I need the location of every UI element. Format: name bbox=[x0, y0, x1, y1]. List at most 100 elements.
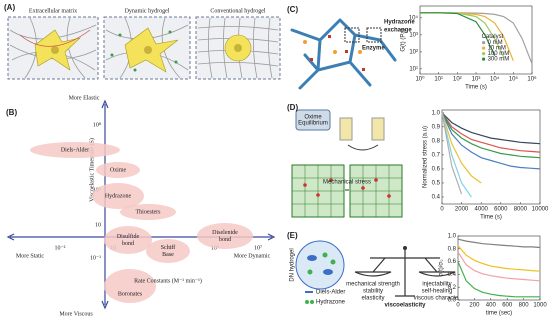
label: (C) bbox=[287, 5, 298, 14]
x-tick-label: 10³ bbox=[472, 77, 481, 83]
bond-label: Base bbox=[162, 252, 174, 258]
data-line bbox=[457, 238, 541, 249]
axis-label: Viscoelastic Timescale (S) bbox=[88, 138, 95, 202]
label: (E) bbox=[287, 231, 298, 240]
legend-swatch bbox=[482, 41, 486, 45]
annotation: mechanical strength bbox=[346, 282, 400, 288]
y-tick-label: 1.0 bbox=[432, 110, 441, 116]
annotation: Hydrazone bbox=[384, 20, 415, 26]
annotation: elasticity bbox=[361, 296, 384, 302]
data-line bbox=[441, 112, 541, 159]
data-line bbox=[441, 112, 541, 170]
label: (D) bbox=[287, 103, 298, 112]
panel-c-art bbox=[290, 18, 397, 90]
annotation: stability bbox=[363, 289, 383, 295]
annotation: viscous character bbox=[414, 296, 461, 302]
y-tick-label: 1.0 bbox=[448, 234, 457, 240]
annotation: DN hydrogel bbox=[290, 248, 296, 281]
x-tick-label: 10⁰ bbox=[415, 76, 425, 83]
tick-label: 10⁻² bbox=[55, 245, 66, 251]
data-line bbox=[441, 112, 472, 198]
y-tick-label: 0.6 bbox=[432, 167, 441, 173]
bond-label: Boronates bbox=[118, 291, 143, 297]
tick-label: 10⁵ bbox=[211, 245, 219, 251]
bond-label: Diels-Alder bbox=[61, 147, 89, 153]
data-line bbox=[441, 112, 463, 195]
legend-label: 300 mM bbox=[488, 57, 510, 63]
panel-a-art bbox=[7, 16, 281, 80]
annotation: Oxime bbox=[304, 115, 322, 121]
legend-label: 10 mM bbox=[488, 46, 506, 52]
x-tick-label: 400 bbox=[486, 303, 497, 309]
y-axis-label: σ(t)/σ₀ bbox=[439, 259, 445, 277]
bond-ellipse bbox=[146, 239, 190, 263]
panel-e-art bbox=[295, 240, 456, 304]
tick-label: 10⁸ bbox=[93, 122, 101, 128]
data-line bbox=[441, 112, 482, 184]
y-tick-label: 10¹ bbox=[409, 66, 418, 72]
legend-label: Diels-Alder bbox=[316, 290, 345, 296]
annotation: Mechanical stress bbox=[323, 180, 371, 186]
y-tick-label: 0.4 bbox=[432, 195, 441, 201]
x-tick-label: 10⁵ bbox=[509, 76, 519, 83]
bond-label: Hydrazone bbox=[105, 193, 132, 199]
y-tick-label: 0.2 bbox=[448, 285, 457, 291]
bond-ellipse bbox=[120, 204, 176, 220]
bond-ellipse bbox=[104, 269, 156, 303]
x-tick-label: 10⁶ bbox=[527, 76, 537, 83]
data-line bbox=[441, 112, 541, 145]
bond-label: Oxime bbox=[110, 167, 127, 173]
panel-title: Conventional hydrogel bbox=[210, 8, 265, 14]
x-axis-label: Time (s) bbox=[465, 85, 487, 91]
annotation: Equilibrium bbox=[298, 121, 328, 127]
x-tick-label: 8000 bbox=[514, 207, 528, 213]
bond-label: bond bbox=[122, 241, 134, 247]
y-tick-label: 0.9 bbox=[432, 124, 441, 130]
x-tick-label: 0 bbox=[440, 207, 444, 213]
bond-ellipse bbox=[197, 223, 253, 249]
bond-ellipse bbox=[30, 142, 120, 158]
x-axis-label: Time (s) bbox=[480, 215, 502, 221]
y-tick-label: 0.0 bbox=[448, 298, 457, 304]
x-tick-label: 4000 bbox=[475, 207, 489, 213]
plot-frame bbox=[419, 5, 533, 75]
axis-end: More Elastic bbox=[69, 95, 100, 101]
bond-ellipse bbox=[104, 226, 152, 254]
y-tick-label: 0.4 bbox=[448, 272, 457, 278]
data-line bbox=[457, 261, 540, 298]
bond-ellipse bbox=[96, 162, 140, 178]
data-line bbox=[457, 251, 541, 282]
annotation: self-healing bbox=[422, 289, 453, 295]
legend-title: Catalyst bbox=[482, 34, 504, 40]
bond-label: Diselenide bbox=[212, 230, 238, 236]
legend-label: 100 mM bbox=[488, 51, 510, 57]
data-line bbox=[457, 245, 541, 272]
legend-label: Hydrazone bbox=[316, 300, 346, 306]
y-tick-label: 0.8 bbox=[448, 246, 457, 252]
bond-label: Thioesters bbox=[136, 209, 162, 215]
annotation: viscoelasticity bbox=[384, 303, 426, 309]
legend-swatch bbox=[482, 57, 486, 61]
data-line bbox=[441, 112, 541, 153]
bond-ellipse bbox=[92, 183, 144, 209]
panel-title: Extracellular matrix bbox=[29, 8, 77, 14]
annotation: Enzyme bbox=[362, 46, 385, 52]
axis-end: More Dynamic bbox=[234, 253, 271, 259]
x-axis-label: time (sec) bbox=[486, 311, 512, 317]
x-tick-label: 0 bbox=[456, 303, 460, 309]
label: (A) bbox=[4, 3, 15, 12]
annotation: exchange bbox=[384, 28, 412, 34]
legend-swatch bbox=[482, 52, 486, 56]
y-tick-label: 10² bbox=[409, 49, 418, 55]
x-tick-label: 600 bbox=[502, 303, 513, 309]
tick-label: 10 bbox=[95, 222, 101, 228]
tick-label: 10⁻¹ bbox=[90, 255, 101, 261]
annotation: injectability bbox=[422, 282, 451, 288]
legend-label: 0 mM bbox=[488, 40, 503, 46]
y-axis-label: Normalized stress (a.u) bbox=[423, 126, 429, 188]
x-tick-label: 800 bbox=[519, 303, 530, 309]
legend-swatch bbox=[482, 46, 486, 50]
x-tick-label: 10000 bbox=[532, 207, 549, 213]
panel-d-art bbox=[291, 109, 403, 218]
y-tick-label: 0.6 bbox=[448, 259, 457, 265]
